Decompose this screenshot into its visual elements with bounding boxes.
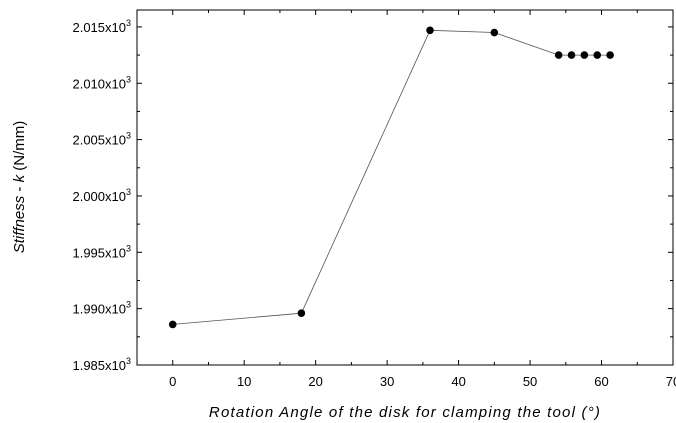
plot-frame <box>136 9 674 366</box>
data-point <box>554 51 563 59</box>
y-tick-label: 2.000x103 <box>72 187 131 204</box>
y-tick-label: 2.015x103 <box>72 18 131 35</box>
data-point <box>490 28 499 37</box>
data-point <box>567 51 576 59</box>
data-point <box>168 320 177 329</box>
x-tick-label: 70 <box>666 374 676 389</box>
y-tick-label: 2.010x103 <box>72 74 131 91</box>
y-tick-label: 1.995x103 <box>72 243 131 260</box>
data-point <box>593 51 602 59</box>
y-axis: 1.985x103 1.990x103 1.995x103 2.000x103 2.00… <box>72 18 673 373</box>
y-tick-label: 1.990x103 <box>72 300 131 317</box>
x-tick-label: 60 <box>594 374 608 389</box>
data-point <box>426 26 434 35</box>
data-point <box>580 51 589 59</box>
x-tick-label: 50 <box>523 374 537 389</box>
x-tick-label: 0 <box>169 374 176 389</box>
series-markers <box>168 26 614 329</box>
x-axis-title: Rotation Angle of the disk for clamping … <box>209 404 601 421</box>
data-point <box>606 51 614 59</box>
y-axis-title: Stiffness - k (N/mm) <box>11 121 28 254</box>
x-tick-label: 30 <box>380 374 394 389</box>
x-tick-label: 20 <box>308 374 322 389</box>
x-tick-label: 40 <box>451 374 465 389</box>
x-axis: 0 10 20 30 40 50 60 70 <box>136 10 676 389</box>
series-line <box>172 29 611 325</box>
data-point <box>297 309 306 317</box>
y-tick-label: 2.005x103 <box>72 131 131 148</box>
y-tick-label: 1.985x103 <box>72 356 131 373</box>
x-tick-label: 10 <box>237 374 251 389</box>
